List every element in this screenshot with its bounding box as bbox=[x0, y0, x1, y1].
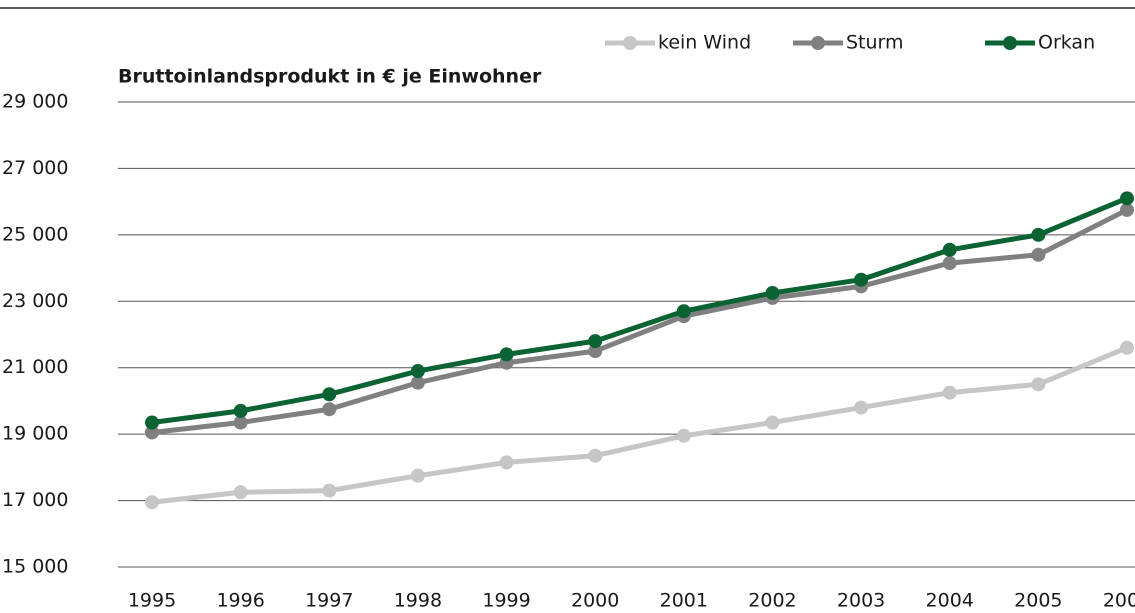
series-line bbox=[151, 196, 1128, 425]
point bbox=[322, 387, 337, 402]
x-tick-label: 1996 bbox=[216, 590, 264, 612]
series-line bbox=[151, 345, 1128, 505]
point bbox=[942, 256, 957, 271]
legend-dot bbox=[811, 36, 825, 50]
y-tick-label: 15 000 bbox=[2, 556, 68, 578]
point bbox=[854, 272, 869, 287]
x-tick-label: 2001 bbox=[660, 590, 708, 612]
point bbox=[854, 400, 869, 415]
point bbox=[233, 485, 248, 500]
x-tick-label: 1998 bbox=[394, 590, 442, 612]
legend-dot bbox=[623, 36, 637, 50]
point bbox=[322, 483, 337, 498]
point bbox=[676, 428, 691, 443]
point bbox=[410, 364, 425, 379]
legend-label: kein Wind bbox=[658, 32, 751, 54]
x-tick-label: 2006 bbox=[1103, 590, 1135, 612]
legend-label: Sturm bbox=[846, 32, 904, 54]
point bbox=[233, 403, 248, 418]
point bbox=[765, 415, 780, 430]
x-tick-label: 1999 bbox=[482, 590, 530, 612]
point bbox=[588, 334, 603, 349]
point bbox=[765, 285, 780, 300]
x-tick-label: 2000 bbox=[571, 590, 619, 612]
point bbox=[1031, 377, 1046, 392]
point bbox=[322, 402, 337, 417]
legend-label: Orkan bbox=[1038, 32, 1095, 54]
point bbox=[1031, 247, 1046, 262]
x-tick-label: 2004 bbox=[926, 590, 974, 612]
y-tick-label: 17 000 bbox=[2, 489, 68, 511]
series-line bbox=[151, 207, 1129, 435]
y-tick-label: 23 000 bbox=[2, 290, 68, 312]
point bbox=[410, 375, 425, 390]
point bbox=[942, 242, 957, 257]
x-tick-label: 2002 bbox=[748, 590, 796, 612]
point bbox=[1120, 191, 1134, 206]
point bbox=[1031, 227, 1046, 242]
point bbox=[588, 448, 603, 463]
point bbox=[499, 347, 514, 362]
x-tick-label: 1995 bbox=[128, 590, 176, 612]
point bbox=[676, 304, 691, 319]
point bbox=[1120, 202, 1134, 217]
point bbox=[1120, 340, 1134, 355]
legend-dot bbox=[1003, 36, 1017, 50]
x-tick-label: 2005 bbox=[1014, 590, 1062, 612]
x-tick-label: 1997 bbox=[305, 590, 353, 612]
point bbox=[145, 495, 159, 510]
point bbox=[588, 344, 603, 359]
axis-title: Bruttoinlandsprodukt in € je Einwohner bbox=[118, 66, 542, 88]
point bbox=[942, 385, 957, 400]
y-tick-label: 25 000 bbox=[2, 223, 68, 245]
x-tick-label: 2003 bbox=[837, 590, 885, 612]
point bbox=[499, 455, 514, 470]
y-tick-label: 19 000 bbox=[2, 423, 68, 445]
y-tick-label: 27 000 bbox=[2, 157, 68, 179]
y-tick-label: 29 000 bbox=[2, 91, 68, 113]
point bbox=[233, 415, 248, 430]
y-tick-label: 21 000 bbox=[2, 356, 68, 378]
point bbox=[410, 468, 425, 483]
point bbox=[145, 425, 159, 440]
point bbox=[145, 415, 159, 430]
